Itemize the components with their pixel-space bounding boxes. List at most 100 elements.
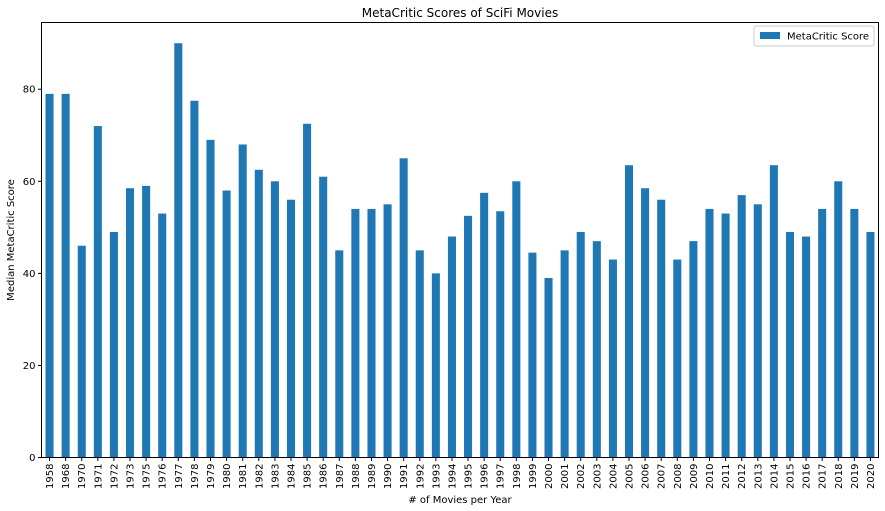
bar-2003 xyxy=(592,241,601,458)
bar-2012 xyxy=(737,195,746,458)
x-axis-ticks: 1958 1968 1970 1971 1972 1973 1975 1976 1977 1978… xyxy=(45,457,877,489)
x-tick-label: 2010 xyxy=(705,464,716,489)
x-tick-label: 2014 xyxy=(769,464,780,489)
x-tick-label: 1992 xyxy=(415,464,426,489)
bars xyxy=(45,43,875,458)
bar-1958 xyxy=(45,93,54,458)
y-tick-label: 20 xyxy=(23,361,36,372)
legend-box xyxy=(753,25,875,47)
bar-2005 xyxy=(624,165,634,458)
bar-1975 xyxy=(142,185,151,458)
bar-1976 xyxy=(158,213,167,458)
x-tick-label: 1993 xyxy=(431,464,442,489)
bar-1988 xyxy=(351,208,360,458)
x-axis-title: # of Movies per Year xyxy=(408,495,512,506)
bar-2015 xyxy=(785,231,794,458)
bar-1982 xyxy=(254,169,263,458)
bar-1999 xyxy=(528,252,537,458)
bar-2007 xyxy=(657,199,666,458)
x-tick-label: 2005 xyxy=(625,464,636,489)
y-axis-ticks: 0 20 40 60 80 xyxy=(23,85,42,464)
x-tick-label: 1978 xyxy=(190,464,201,489)
x-tick-label: 1975 xyxy=(142,464,153,489)
x-tick-label: 1980 xyxy=(222,464,233,489)
x-tick-label: 2011 xyxy=(721,464,732,489)
x-tick-label: 1984 xyxy=(286,464,297,489)
x-tick-label: 2001 xyxy=(560,464,571,489)
bar-1998 xyxy=(512,181,521,458)
y-tick-label: 40 xyxy=(23,269,36,280)
bar-2018 xyxy=(834,181,843,458)
x-tick-label: 1976 xyxy=(158,464,169,489)
x-tick-label: 1999 xyxy=(528,464,539,489)
x-tick-label: 1979 xyxy=(206,464,217,489)
bar-2016 xyxy=(802,236,811,458)
chart-title: MetaCritic Scores of SciFi Movies xyxy=(362,6,558,20)
bar-1977 xyxy=(174,43,183,458)
bar-1987 xyxy=(335,250,344,458)
x-tick-label: 1986 xyxy=(319,464,330,489)
x-tick-label: 2003 xyxy=(592,464,603,489)
y-tick-label: 60 xyxy=(23,177,36,188)
x-tick-label: 1997 xyxy=(496,464,507,489)
bar-2010 xyxy=(705,208,714,458)
legend-label: MetaCritic Score xyxy=(787,32,869,43)
bar-2001 xyxy=(560,250,569,458)
plot-frame xyxy=(41,22,879,458)
x-tick-label: 1981 xyxy=(238,464,249,489)
x-tick-label: 2008 xyxy=(673,464,684,489)
bar-1997 xyxy=(496,211,505,458)
x-tick-label: 1987 xyxy=(335,464,346,489)
x-tick-label: 1972 xyxy=(109,464,120,489)
x-tick-label: 2007 xyxy=(657,464,668,489)
bar-1995 xyxy=(464,215,473,458)
x-tick-label: 2006 xyxy=(641,464,652,489)
bar-1991 xyxy=(399,158,408,458)
x-tick-label: 1989 xyxy=(367,464,378,489)
x-tick-label: 2012 xyxy=(737,464,748,489)
x-tick-label: 2017 xyxy=(818,464,829,489)
bar-1992 xyxy=(415,250,424,458)
x-tick-label: 2000 xyxy=(544,464,555,489)
bar-1986 xyxy=(319,176,328,458)
bar-2006 xyxy=(641,188,650,458)
legend-swatch xyxy=(760,32,780,39)
x-tick-label: 2016 xyxy=(802,464,813,489)
bar-2017 xyxy=(818,208,827,458)
bar-1996 xyxy=(480,192,489,458)
bar-1968 xyxy=(61,93,70,458)
x-tick-label: 1988 xyxy=(351,464,362,489)
x-tick-label: 1985 xyxy=(303,464,314,489)
x-tick-label: 2018 xyxy=(834,464,845,489)
y-tick-label: 0 xyxy=(29,453,35,464)
bar-2009 xyxy=(689,241,698,458)
bar-2011 xyxy=(721,213,730,458)
x-tick-label: 1998 xyxy=(512,464,523,489)
y-tick-label: 80 xyxy=(23,85,36,96)
bar-1978 xyxy=(190,100,199,458)
x-tick-label: 1995 xyxy=(464,464,475,489)
bar-1989 xyxy=(367,208,376,458)
bar-2000 xyxy=(544,277,553,458)
x-tick-label: 1994 xyxy=(447,464,458,489)
bar-1994 xyxy=(447,236,456,458)
x-tick-label: 1983 xyxy=(270,464,281,489)
bar-1983 xyxy=(270,181,279,458)
bar-1985 xyxy=(303,123,312,458)
x-tick-label: 1971 xyxy=(93,464,104,489)
x-tick-label: 1996 xyxy=(480,464,491,489)
bar-1972 xyxy=(109,231,118,458)
bar-2008 xyxy=(673,259,682,458)
x-tick-label: 1977 xyxy=(174,464,185,489)
bar-2002 xyxy=(576,231,585,458)
x-tick-label: 2019 xyxy=(850,464,861,489)
bar-2019 xyxy=(850,208,859,458)
bar-2014 xyxy=(769,165,778,458)
x-tick-label: 2020 xyxy=(866,464,877,489)
bar-2013 xyxy=(753,204,762,458)
x-tick-label: 1990 xyxy=(383,464,394,489)
bar-1970 xyxy=(77,245,86,458)
y-axis-title: Median MetaCritic Score xyxy=(6,179,17,301)
x-tick-label: 1991 xyxy=(399,464,410,489)
